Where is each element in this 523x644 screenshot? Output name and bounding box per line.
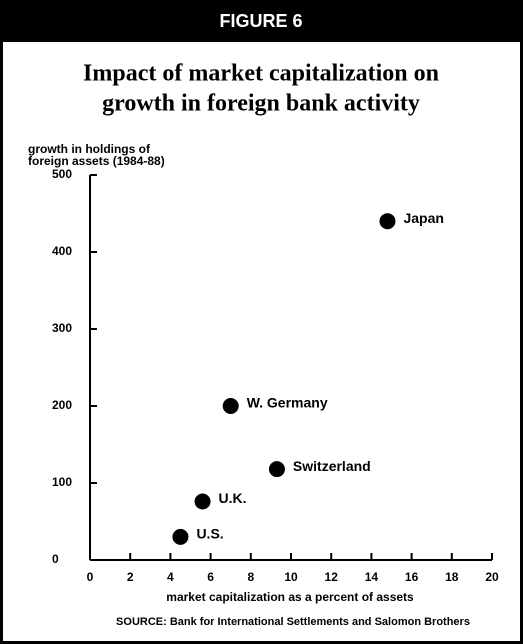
y-axis-label: growth in holdings of <box>28 142 151 156</box>
data-point <box>172 528 189 545</box>
x-tick-label: 4 <box>167 570 174 584</box>
x-tick-label: 6 <box>207 570 214 584</box>
x-tick-label: 14 <box>365 570 379 584</box>
point-label: U.K. <box>219 490 247 506</box>
point-label: U.S. <box>196 526 223 542</box>
point-label: Japan <box>403 210 443 226</box>
y-tick-label: 0 <box>52 552 59 566</box>
data-point <box>379 213 396 230</box>
x-tick-label: 10 <box>284 570 298 584</box>
x-tick-label: 18 <box>445 570 459 584</box>
data-point <box>268 461 285 478</box>
chart-title: growth in foreign bank activity <box>102 91 420 117</box>
chart-title: Impact of market capitalization on <box>83 61 439 87</box>
y-axis-label: foreign assets (1984-88) <box>28 154 165 168</box>
x-tick-label: 0 <box>87 570 94 584</box>
point-label: Switzerland <box>293 458 371 474</box>
y-tick-label: 100 <box>52 475 72 489</box>
x-tick-label: 8 <box>247 570 254 584</box>
y-tick-label: 200 <box>52 398 72 412</box>
figure-label: FIGURE 6 <box>219 11 302 31</box>
y-tick-label: 400 <box>52 244 72 258</box>
y-tick-label: 300 <box>52 321 72 335</box>
source-note: SOURCE: Bank for International Settlemen… <box>116 616 470 628</box>
y-tick-label: 500 <box>52 167 72 181</box>
header-bar <box>0 0 523 42</box>
x-tick-label: 12 <box>325 570 339 584</box>
data-point <box>222 398 239 414</box>
x-tick-label: 20 <box>485 570 499 584</box>
x-tick-label: 16 <box>405 570 419 584</box>
x-tick-label: 2 <box>127 570 134 584</box>
point-label: W. Germany <box>247 395 328 411</box>
x-axis-label: market capitalization as a percent of as… <box>166 590 414 604</box>
data-point <box>194 493 211 510</box>
